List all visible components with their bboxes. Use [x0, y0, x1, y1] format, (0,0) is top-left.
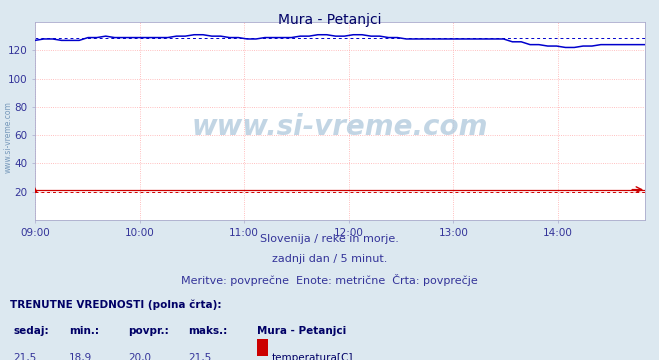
Text: www.si-vreme.com: www.si-vreme.com [3, 101, 13, 173]
Text: Slovenija / reke in morje.: Slovenija / reke in morje. [260, 234, 399, 244]
Text: povpr.:: povpr.: [129, 326, 169, 336]
Text: TRENUTNE VREDNOSTI (polna črta):: TRENUTNE VREDNOSTI (polna črta): [10, 299, 221, 310]
Text: Mura - Petanjci: Mura - Petanjci [257, 326, 346, 336]
Text: zadnji dan / 5 minut.: zadnji dan / 5 minut. [272, 254, 387, 264]
Text: maks.:: maks.: [188, 326, 227, 336]
Text: 18,9: 18,9 [69, 353, 92, 360]
Text: 21,5: 21,5 [13, 353, 36, 360]
Text: 21,5: 21,5 [188, 353, 211, 360]
Text: www.si-vreme.com: www.si-vreme.com [192, 113, 488, 141]
Text: 20,0: 20,0 [129, 353, 152, 360]
Text: sedaj:: sedaj: [13, 326, 49, 336]
Text: temperatura[C]: temperatura[C] [272, 353, 353, 360]
Text: Meritve: povprečne  Enote: metrične  Črta: povprečje: Meritve: povprečne Enote: metrične Črta:… [181, 274, 478, 286]
Text: min.:: min.: [69, 326, 100, 336]
Text: Mura - Petanjci: Mura - Petanjci [277, 13, 382, 27]
